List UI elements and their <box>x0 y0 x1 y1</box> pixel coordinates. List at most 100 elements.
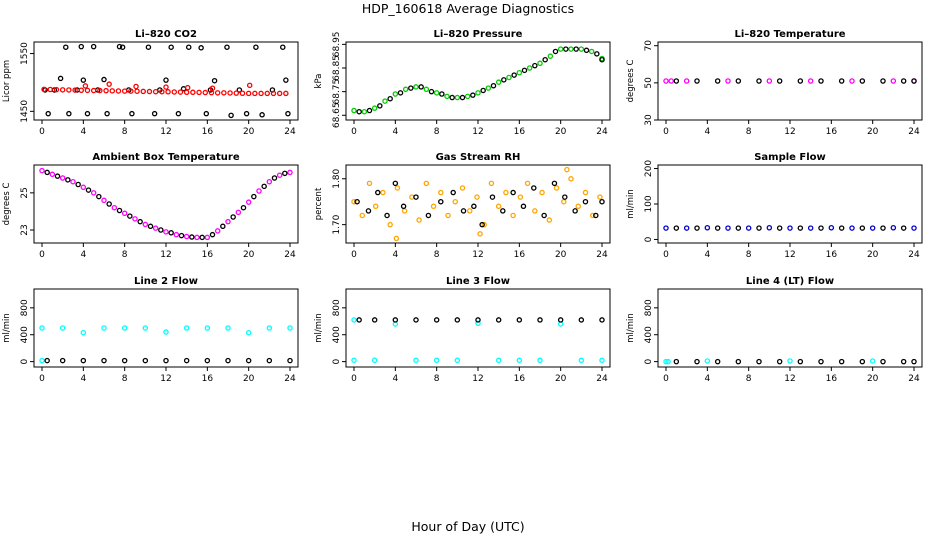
data-point-series-0 <box>280 44 286 50</box>
x-tick-label: 8 <box>434 374 440 384</box>
x-tick-label: 20 <box>243 374 255 384</box>
x-tick-label: 4 <box>704 374 710 384</box>
plot-frame <box>345 288 611 368</box>
data-point-series-0 <box>401 208 408 214</box>
y-tick-label: 0 <box>644 236 654 242</box>
data-point-series-0 <box>66 110 72 117</box>
data-point-series-1 <box>756 225 762 231</box>
data-point-series-1 <box>471 203 477 210</box>
data-point-series-1 <box>387 95 393 102</box>
panel-title: Li–820 Temperature <box>734 29 845 40</box>
data-point-series-1 <box>221 90 227 96</box>
y-tick-label: 0 <box>644 358 654 364</box>
data-point-series-0 <box>539 189 545 196</box>
y-tick-label: 30 <box>644 114 654 126</box>
x-tick-label: 4 <box>392 250 398 260</box>
data-point-series-0 <box>63 44 69 50</box>
data-point-series-1 <box>97 87 103 94</box>
data-point-series-0 <box>101 325 107 331</box>
data-point-series-0 <box>253 44 259 50</box>
x-tick-label: 12 <box>472 374 483 384</box>
data-point-series-0 <box>454 357 461 364</box>
data-point-series-0 <box>245 329 252 336</box>
x-tick-label: 8 <box>746 127 752 137</box>
data-point-series-1 <box>433 317 440 323</box>
x-tick-label: 24 <box>284 127 296 137</box>
x-tick-label: 4 <box>80 127 86 137</box>
data-point-series-1 <box>65 177 71 183</box>
data-point-series-1 <box>377 103 383 109</box>
data-point-series-0 <box>517 194 524 200</box>
panel-title: Gas Stream RH <box>436 152 521 163</box>
data-point-series-1 <box>196 89 202 96</box>
data-point-series-1 <box>776 78 783 84</box>
figure-title: HDP_160618 Average Diagnostics <box>362 1 574 16</box>
data-point-series-1 <box>541 212 547 219</box>
data-point-series-0 <box>116 43 123 50</box>
data-point-series-1 <box>266 357 273 364</box>
data-point-series-1 <box>178 232 185 239</box>
data-point-series-0 <box>495 203 502 210</box>
data-point-series-1 <box>510 189 516 196</box>
data-point-series-0 <box>351 317 357 323</box>
data-point-series-1 <box>152 88 159 95</box>
panel-0: Li–820 CO2 Licor ppm 0 4 8 12 16 20 24 1450 1550 <box>2 29 299 137</box>
data-point-series-0 <box>599 357 605 364</box>
data-point-series-1 <box>694 225 700 231</box>
x-tick-label: 4 <box>80 374 86 384</box>
data-point-series-1 <box>495 317 502 323</box>
data-point-series-1 <box>245 357 252 364</box>
data-point-series-1 <box>797 78 804 84</box>
data-point-series-1 <box>202 89 209 96</box>
data-point-series-1 <box>563 46 569 52</box>
data-point-series-0 <box>807 225 814 231</box>
x-tick-label: 24 <box>284 374 296 384</box>
data-point-series-0 <box>101 76 107 83</box>
data-point-series-1 <box>673 358 680 365</box>
data-point-series-1 <box>183 89 190 96</box>
x-tick-label: 12 <box>472 127 483 137</box>
data-point-series-1 <box>233 90 240 96</box>
x-tick-label: 12 <box>784 250 795 260</box>
y-axis-label: degrees C <box>2 183 12 226</box>
data-point-series-1 <box>542 56 548 63</box>
data-point-series-1 <box>59 357 66 364</box>
data-point-series-1 <box>776 358 783 365</box>
data-point-series-0 <box>582 189 589 196</box>
panel-title: Li–820 Pressure <box>434 29 523 40</box>
data-point-series-1 <box>384 212 390 219</box>
x-tick-label: 12 <box>160 250 171 260</box>
data-point-series-1 <box>163 84 169 90</box>
data-point-series-1 <box>163 357 169 364</box>
y-axis-label: ml/min <box>314 313 324 343</box>
data-point-series-1 <box>460 208 467 214</box>
data-point-series-1 <box>177 89 184 95</box>
data-point-series-1 <box>227 90 233 96</box>
data-point-series-1 <box>252 90 258 97</box>
data-point-series-0 <box>787 225 793 231</box>
plot-frame <box>657 164 923 244</box>
x-tick-label: 8 <box>434 250 440 260</box>
data-point-series-0 <box>423 180 430 187</box>
data-point-series-0 <box>382 98 388 104</box>
data-point-series-1 <box>171 89 178 95</box>
y-tick-label: 400 <box>20 326 30 343</box>
y-tick-label: 68.75 <box>332 79 342 105</box>
y-tick-label: 0 <box>332 358 342 364</box>
data-point-series-1 <box>900 225 907 231</box>
data-point-series-1 <box>106 81 112 87</box>
data-point-series-1 <box>133 83 139 90</box>
data-point-series-0 <box>211 77 218 84</box>
y-tick-label: 68.85 <box>332 55 342 81</box>
plot-frame <box>657 288 923 368</box>
panel-7: Line 3 Flow ml/min 0 4 8 12 16 20 24 0 400 800 <box>314 276 611 384</box>
data-point-series-1 <box>96 193 102 200</box>
data-point-series-0 <box>111 204 118 211</box>
data-point-series-1 <box>246 82 253 89</box>
data-point-series-0 <box>394 185 401 191</box>
data-point-series-1 <box>225 357 231 364</box>
data-point-series-1 <box>251 193 257 200</box>
data-point-series-1 <box>470 92 476 98</box>
data-point-series-0 <box>423 86 430 93</box>
data-point-series-1 <box>532 62 538 69</box>
